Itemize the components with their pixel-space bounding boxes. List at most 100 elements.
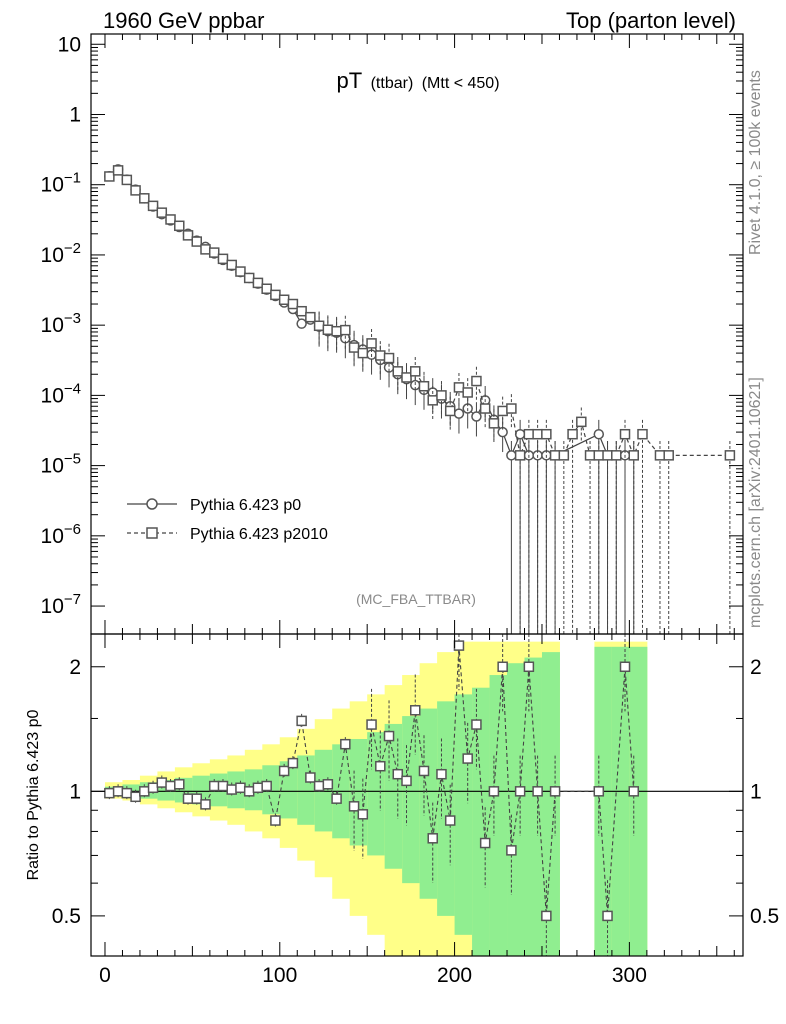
data-point-p2010 [436,390,447,401]
data-point-p2010 [663,450,674,461]
ratio-point [130,791,141,803]
ratio-frame [90,633,744,957]
ratio-point [139,786,150,797]
data-point-p2010 [567,428,578,440]
data-point-p2010 [488,418,500,429]
ratio-y-tick-label-right: 1 [750,780,762,803]
ratio-point [462,753,473,764]
data-point-p2010 [200,244,211,255]
ratio-point [226,784,237,795]
data-point-p2010 [471,375,482,387]
uncertainty-band-inner [297,755,316,825]
data-point-p2010 [462,387,473,398]
ratio-point [182,793,194,804]
uncertainty-band-inner [367,732,386,856]
data-point-p0 [453,408,465,419]
ratio-point [619,661,631,673]
data-point-p2010 [139,193,150,204]
ratio-point [357,809,369,820]
data-point-p2010 [156,207,168,218]
data-point-p0 [471,411,482,422]
main-panel: pT (ttbar) (Mtt < 450) (MC_FBA_TTBAR) Py… [41,33,744,635]
data-point-p2010 [724,450,736,461]
data-point-p2010 [112,165,124,176]
ratio-point [593,786,605,797]
ratio-plot-content [91,634,743,956]
ratio-point [270,815,281,826]
data-point-p2010 [313,320,325,332]
uncertainty-band-inner [454,694,473,935]
data-point-p2010 [654,450,666,461]
data-point-p2010 [637,428,648,440]
data-point-p2010 [628,450,640,461]
data-point-p2010 [392,366,404,377]
ratio-axes: 0.5 0.5 1 1 2 2 0 100 200 300 [52,634,779,987]
header-process-label: Top (parton level) [566,8,736,33]
uncertainty-band-inner [437,701,456,916]
data-point-p2010 [444,405,456,417]
data-point-p2010 [558,450,570,461]
data-point-p2010 [619,428,631,440]
y-tick-label: 10−6 [41,521,81,548]
data-point-p2010 [348,342,360,353]
data-point-p2010 [584,450,596,461]
ratio-point [532,786,543,797]
data-point-p2010 [357,347,369,359]
ratio-y-axis-label: Ratio to Pythia 6.423 p0 [25,710,42,881]
ratio-point [514,786,526,797]
data-point-p2010 [418,380,430,392]
data-point-p2010 [549,450,561,461]
legend-circle-marker [146,498,158,510]
x-tick-label: 100 [262,964,297,987]
series-line-p2010 [109,169,730,458]
ratio-point [392,768,404,780]
ratio-point [541,910,552,922]
ratio-point [418,765,430,777]
ratio-point [348,801,360,812]
data-point-p2010 [217,253,229,265]
uncertainty-band-inner [489,675,508,956]
header-collision-label: 1960 GeV ppbar [103,8,264,33]
ratio-point [104,787,115,799]
y-tick-label: 10−5 [41,451,81,478]
title-main: pT [336,68,362,93]
ratio-point [427,833,438,844]
data-point-p0 [506,450,517,461]
data-point-p2010 [243,272,255,284]
rivet-version-label: Rivet 4.1.0, ≥ 100k events [747,70,764,255]
x-tick-label: 200 [437,964,472,987]
legend-square-marker [146,527,158,539]
y-tick-label: 10−1 [41,170,81,197]
ratio-point [112,786,124,797]
data-point-p2010 [602,450,613,461]
ratio-point [497,661,508,673]
data-point-p2010 [427,395,438,406]
series-line-p0 [108,168,634,457]
ratio-point [479,837,491,849]
y-tick-label: 10−7 [41,591,81,618]
uncertainty-band-inner [611,646,630,956]
ratio-point [174,779,185,790]
data-point-p2010 [296,305,307,317]
ratio-panel: 0.5 0.5 1 1 2 2 0 100 200 300 Ratio to Pythia 6.4… [25,633,779,987]
ratio-point [235,782,246,794]
ratio-point [147,782,159,794]
data-point-p2010 [147,200,159,212]
data-point-p2010 [322,324,334,336]
data-point-p2010 [576,416,587,428]
ratio-y-tick-label: 1 [69,780,81,803]
y-tick-label: 10−3 [41,310,81,337]
ratio-point [296,715,307,727]
ratio-point [628,786,640,797]
data-point-p2010 [514,450,526,461]
uncertainty-band-inner [594,646,613,956]
data-point-p2010 [331,325,342,337]
uncertainty-band-inner [384,723,403,869]
ratio-point [436,768,447,780]
data-point-p2010 [497,405,508,417]
main-frame [90,33,744,635]
main-y-axis: 10 1 10−1 10−2 10−3 10−4 10−5 10−6 10−7 [41,33,743,634]
ratio-point [191,793,203,804]
data-point-p2010 [165,214,176,225]
